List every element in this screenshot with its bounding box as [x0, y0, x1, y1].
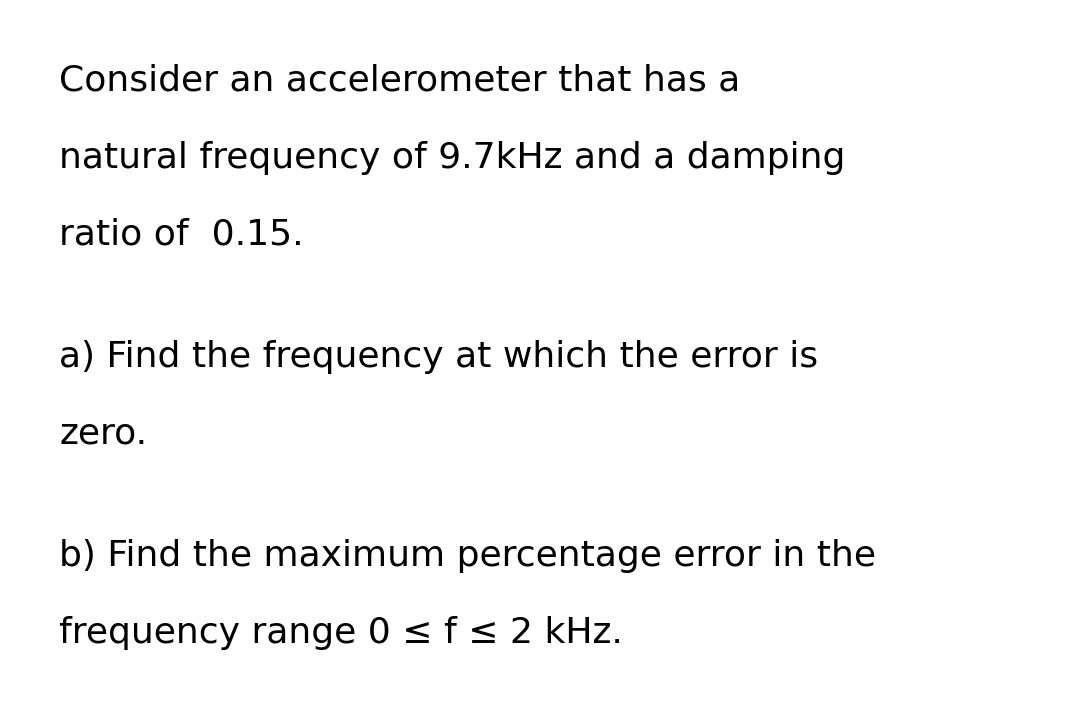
Text: frequency range 0 ≤ f ≤ 2 kHz.: frequency range 0 ≤ f ≤ 2 kHz.	[59, 616, 623, 650]
Text: Consider an accelerometer that has a: Consider an accelerometer that has a	[59, 64, 741, 98]
Text: b) Find the maximum percentage error in the: b) Find the maximum percentage error in …	[59, 540, 876, 573]
Text: ratio of  0.15.: ratio of 0.15.	[59, 217, 305, 251]
Text: zero.: zero.	[59, 417, 148, 451]
Text: natural frequency of 9.7kHz and a damping: natural frequency of 9.7kHz and a dampin…	[59, 141, 846, 175]
Text: a) Find the frequency at which the error is: a) Find the frequency at which the error…	[59, 340, 819, 374]
